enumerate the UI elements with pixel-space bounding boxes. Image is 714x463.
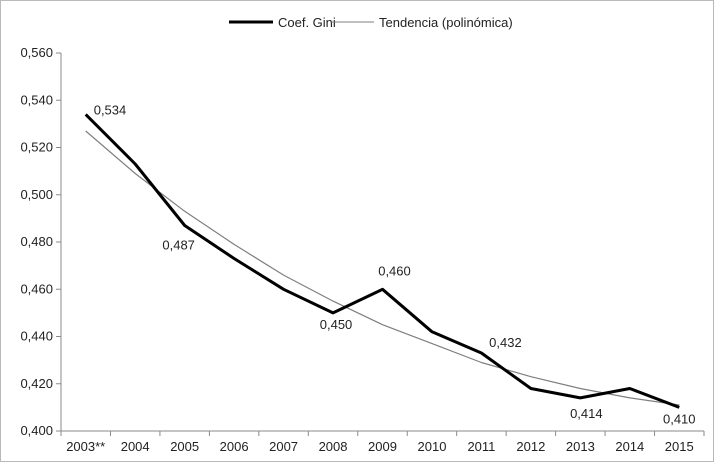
data-label: 0,534 — [94, 102, 127, 117]
x-tick-label: 2011 — [467, 439, 495, 454]
y-tick-label: 0,400 — [20, 423, 53, 438]
x-tick-label: 2013 — [566, 439, 595, 454]
x-tick-label: 2015 — [665, 439, 694, 454]
legend-label-gini: Coef. Gini — [278, 15, 336, 30]
y-tick-label: 0,440 — [20, 329, 53, 344]
y-tick-label: 0,560 — [20, 45, 53, 60]
x-tick-label: 2004 — [121, 439, 150, 454]
data-label: 0,432 — [489, 335, 522, 350]
legend: Coef. Gini Tendencia (polinómica) — [229, 15, 513, 30]
trend-series-line — [85, 130, 680, 406]
x-tick-label: 2014 — [615, 439, 644, 454]
x-tick-label: 2006 — [220, 439, 249, 454]
axes — [60, 53, 704, 432]
x-tick-label: 2009 — [368, 439, 397, 454]
x-tick-label: 2003** — [66, 439, 105, 454]
y-tick-label: 0,500 — [20, 187, 53, 202]
legend-label-trend: Tendencia (polinómica) — [379, 15, 513, 30]
data-label: 0,487 — [162, 237, 195, 252]
data-label: 0,414 — [570, 406, 603, 421]
y-tick-label: 0,420 — [20, 376, 53, 391]
y-tick-label: 0,540 — [20, 92, 53, 107]
y-tick-label: 0,480 — [20, 234, 53, 249]
x-tick-label: 2012 — [516, 439, 545, 454]
series-group — [84, 113, 680, 409]
y-tick-label: 0,460 — [20, 281, 53, 296]
x-tick-label: 2008 — [319, 439, 348, 454]
gini-series-line — [84, 113, 680, 409]
data-label: 0,450 — [320, 317, 353, 332]
data-label: 0,460 — [378, 263, 411, 278]
y-tick-label: 0,520 — [20, 140, 53, 155]
data-label: 0,410 — [663, 411, 696, 426]
y-axis-ticks: 0,400 0,420 0,440 0,460 0,480 0,500 0,520 0,540… — [20, 45, 61, 438]
x-axis-ticks: 2003** 2004 2005 2006 2007 2008 2009 2010 2011 20… — [60, 431, 705, 454]
x-tick-label: 2007 — [269, 439, 298, 454]
data-labels: 0,534 0,487 0,450 0,460 0,432 0,414 0,410 — [94, 102, 696, 426]
x-tick-label: 2005 — [170, 439, 199, 454]
x-tick-label: 2010 — [418, 439, 447, 454]
